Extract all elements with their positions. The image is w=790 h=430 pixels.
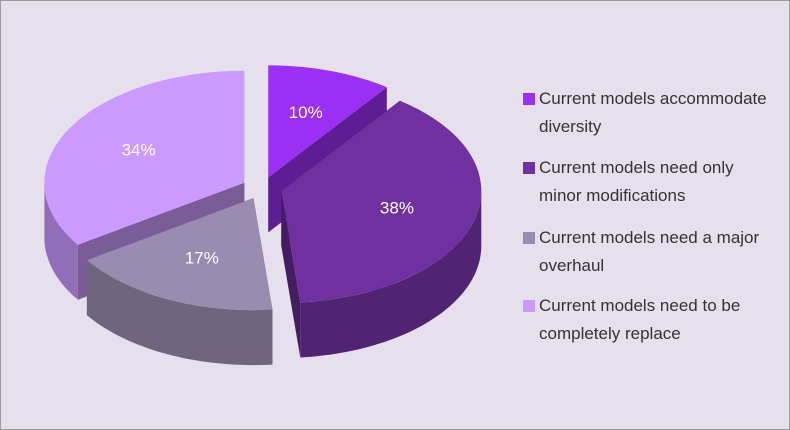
- slice-top: [268, 65, 387, 178]
- legend-swatch: [523, 93, 535, 105]
- data-label: 34%: [122, 140, 156, 159]
- legend-label: Current models need to be completely rep…: [539, 296, 741, 343]
- slice-wall: [281, 191, 301, 358]
- slice-side: [44, 182, 78, 300]
- legend-item: Current models need to be completely rep…: [523, 292, 778, 348]
- legend-swatch: [523, 300, 535, 312]
- slice-side: [300, 191, 482, 358]
- slice-top: [281, 100, 482, 303]
- legend-item: Current models need only minor modificat…: [523, 154, 778, 210]
- legend-item: Current models accommodate diversity: [523, 85, 778, 141]
- slice: [281, 100, 482, 358]
- data-label: 10%: [289, 103, 323, 122]
- slice: [86, 198, 273, 366]
- slice-side: [86, 260, 273, 366]
- legend-label: Current models accommodate diversity: [539, 89, 767, 136]
- legend-label: Current models need a major overhaul: [539, 228, 760, 275]
- legend-label: Current models need only minor modificat…: [539, 158, 734, 205]
- data-label: 38%: [380, 198, 414, 217]
- slice-top: [44, 70, 245, 245]
- legend-swatch: [523, 232, 535, 244]
- data-label: 17%: [185, 248, 219, 267]
- legend-swatch: [523, 162, 535, 174]
- slice-top: [86, 198, 273, 311]
- legend-item: Current models need a major overhaul: [523, 224, 778, 280]
